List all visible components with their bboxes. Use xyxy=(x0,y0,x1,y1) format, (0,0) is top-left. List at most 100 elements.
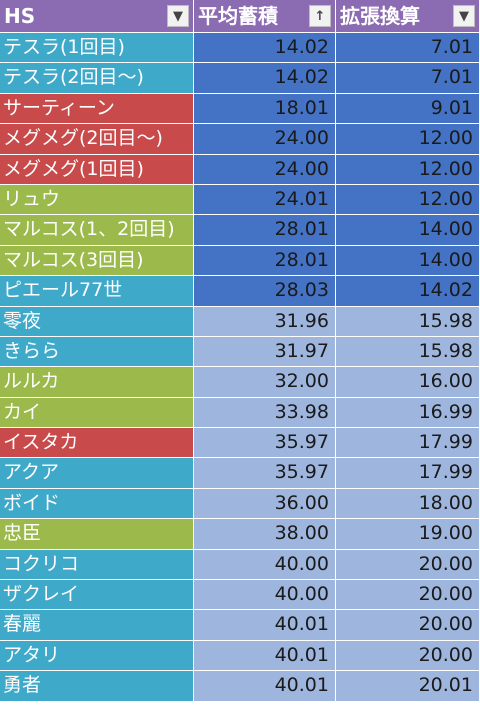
average-accumulation-cell[interactable]: 14.02 xyxy=(194,33,336,63)
table-row: テスラ(1回目) 14.02 7.01 xyxy=(0,33,480,64)
table-row: 忠臣 38.00 19.00 xyxy=(0,519,480,550)
hs-name-cell[interactable]: カイ xyxy=(0,397,194,428)
hs-name-cell[interactable]: 零夜 xyxy=(0,306,194,336)
table-row: サーティーン 18.01 9.01 xyxy=(0,93,480,125)
hs-name-cell[interactable]: メグメグ(1回目) xyxy=(0,154,194,184)
table-row: マルコス(1、2回目) 28.01 14.00 xyxy=(0,215,480,246)
table-row: ザクレイ 40.00 20.00 xyxy=(0,580,480,611)
hs-name-cell[interactable]: 春麗 xyxy=(0,610,194,640)
expansion-conversion-cell[interactable]: 14.00 xyxy=(336,215,480,245)
table-row: 勇者 40.01 20.01 xyxy=(0,671,480,702)
average-accumulation-cell[interactable]: 40.00 xyxy=(194,580,336,610)
table-row: コクリコ 40.00 20.00 xyxy=(0,549,480,581)
average-accumulation-cell[interactable]: 31.97 xyxy=(194,336,336,367)
table-row: マルコス(3回目) 28.01 14.00 xyxy=(0,245,480,277)
table-row: 零夜 31.96 15.98 xyxy=(0,306,480,337)
filter-dropdown-icon[interactable]: ▼ xyxy=(167,5,189,27)
hs-name-cell[interactable]: マルコス(1、2回目) xyxy=(0,215,194,245)
table-row: ルルカ 32.00 16.00 xyxy=(0,367,480,398)
hs-name-cell[interactable]: ピエール77世 xyxy=(0,276,194,306)
hs-name-cell[interactable]: アタリ xyxy=(0,640,194,671)
table-row: テスラ(2回目～) 14.02 7.01 xyxy=(0,63,480,94)
expansion-conversion-cell[interactable]: 20.01 xyxy=(336,671,480,701)
hs-name-cell[interactable]: きらら xyxy=(0,336,194,367)
expansion-conversion-cell[interactable]: 20.00 xyxy=(336,549,480,580)
header-average-accumulation[interactable]: 平均蓄積 ↑ xyxy=(194,0,336,32)
average-accumulation-cell[interactable]: 14.02 xyxy=(194,63,336,93)
average-accumulation-cell[interactable]: 32.00 xyxy=(194,367,336,397)
hs-name-cell[interactable]: メグメグ(2回目～) xyxy=(0,124,194,154)
table-header: HS ▼ 平均蓄積 ↑ 拡張換算 ▼ xyxy=(0,0,480,33)
average-accumulation-cell[interactable]: 31.96 xyxy=(194,306,336,336)
expansion-conversion-cell[interactable]: 9.01 xyxy=(336,93,480,124)
expansion-conversion-cell[interactable]: 15.98 xyxy=(336,336,480,367)
header-expansion-conversion-label: 拡張換算 xyxy=(340,4,420,28)
hs-name-cell[interactable]: ボイド xyxy=(0,488,194,519)
expansion-conversion-cell[interactable]: 7.01 xyxy=(336,63,480,93)
average-accumulation-cell[interactable]: 24.00 xyxy=(194,154,336,184)
average-accumulation-cell[interactable]: 40.01 xyxy=(194,610,336,640)
average-accumulation-cell[interactable]: 40.01 xyxy=(194,640,336,671)
hs-name-cell[interactable]: ザクレイ xyxy=(0,580,194,610)
expansion-conversion-cell[interactable]: 12.00 xyxy=(336,154,480,184)
table-row: カイ 33.98 16.99 xyxy=(0,397,480,429)
average-accumulation-cell[interactable]: 40.01 xyxy=(194,671,336,701)
header-average-accumulation-label: 平均蓄積 xyxy=(198,4,278,28)
hs-name-cell[interactable]: イスタカ xyxy=(0,428,194,458)
average-accumulation-cell[interactable]: 28.01 xyxy=(194,215,336,245)
average-accumulation-cell[interactable]: 40.00 xyxy=(194,549,336,580)
header-expansion-conversion[interactable]: 拡張換算 ▼ xyxy=(336,0,480,32)
table-row: ボイド 36.00 18.00 xyxy=(0,488,480,520)
hs-name-cell[interactable]: 忠臣 xyxy=(0,519,194,549)
table-row: ピエール77世 28.03 14.02 xyxy=(0,276,480,307)
hs-name-cell[interactable]: 勇者 xyxy=(0,671,194,701)
average-accumulation-cell[interactable]: 28.03 xyxy=(194,276,336,306)
expansion-conversion-cell[interactable]: 20.00 xyxy=(336,610,480,640)
average-accumulation-cell[interactable]: 24.01 xyxy=(194,184,336,215)
table-row: リュウ 24.01 12.00 xyxy=(0,184,480,216)
average-accumulation-cell[interactable]: 35.97 xyxy=(194,458,336,488)
expansion-conversion-cell[interactable]: 16.99 xyxy=(336,397,480,428)
hs-name-cell[interactable]: リュウ xyxy=(0,184,194,215)
table-body: テスラ(1回目) 14.02 7.01 テスラ(2回目～) 14.02 7.01 サーティー… xyxy=(0,33,480,702)
hs-name-cell[interactable]: テスラ(2回目～) xyxy=(0,63,194,93)
average-accumulation-cell[interactable]: 24.00 xyxy=(194,124,336,154)
expansion-conversion-cell[interactable]: 14.00 xyxy=(336,245,480,276)
expansion-conversion-cell[interactable]: 17.99 xyxy=(336,428,480,458)
table-row: 春麗 40.01 20.00 xyxy=(0,610,480,641)
header-hs-label: HS xyxy=(4,4,36,28)
average-accumulation-cell[interactable]: 36.00 xyxy=(194,488,336,519)
table-row: メグメグ(1回目) 24.00 12.00 xyxy=(0,154,480,185)
expansion-conversion-cell[interactable]: 12.00 xyxy=(336,184,480,215)
table-row: メグメグ(2回目～) 24.00 12.00 xyxy=(0,124,480,155)
expansion-conversion-cell[interactable]: 17.99 xyxy=(336,458,480,488)
average-accumulation-cell[interactable]: 28.01 xyxy=(194,245,336,276)
expansion-conversion-cell[interactable]: 20.00 xyxy=(336,640,480,671)
average-accumulation-cell[interactable]: 33.98 xyxy=(194,397,336,428)
header-hs[interactable]: HS ▼ xyxy=(0,0,194,32)
hs-name-cell[interactable]: ルルカ xyxy=(0,367,194,397)
average-accumulation-cell[interactable]: 38.00 xyxy=(194,519,336,549)
hs-name-cell[interactable]: マルコス(3回目) xyxy=(0,245,194,276)
table-row: アクア 35.97 17.99 xyxy=(0,458,480,489)
expansion-conversion-cell[interactable]: 7.01 xyxy=(336,33,480,63)
expansion-conversion-cell[interactable]: 16.00 xyxy=(336,367,480,397)
expansion-conversion-cell[interactable]: 20.00 xyxy=(336,580,480,610)
table-row: きらら 31.97 15.98 xyxy=(0,336,480,368)
table-row: アタリ 40.01 20.00 xyxy=(0,640,480,672)
expansion-conversion-cell[interactable]: 18.00 xyxy=(336,488,480,519)
table-row: イスタカ 35.97 17.99 xyxy=(0,428,480,459)
hs-name-cell[interactable]: サーティーン xyxy=(0,93,194,124)
hs-name-cell[interactable]: テスラ(1回目) xyxy=(0,33,194,63)
hs-name-cell[interactable]: コクリコ xyxy=(0,549,194,580)
sort-ascending-icon[interactable]: ↑ xyxy=(309,5,331,27)
average-accumulation-cell[interactable]: 18.01 xyxy=(194,93,336,124)
expansion-conversion-cell[interactable]: 15.98 xyxy=(336,306,480,336)
expansion-conversion-cell[interactable]: 12.00 xyxy=(336,124,480,154)
hs-name-cell[interactable]: アクア xyxy=(0,458,194,488)
filter-dropdown-icon[interactable]: ▼ xyxy=(453,5,475,27)
average-accumulation-cell[interactable]: 35.97 xyxy=(194,428,336,458)
expansion-conversion-cell[interactable]: 14.02 xyxy=(336,276,480,306)
expansion-conversion-cell[interactable]: 19.00 xyxy=(336,519,480,549)
